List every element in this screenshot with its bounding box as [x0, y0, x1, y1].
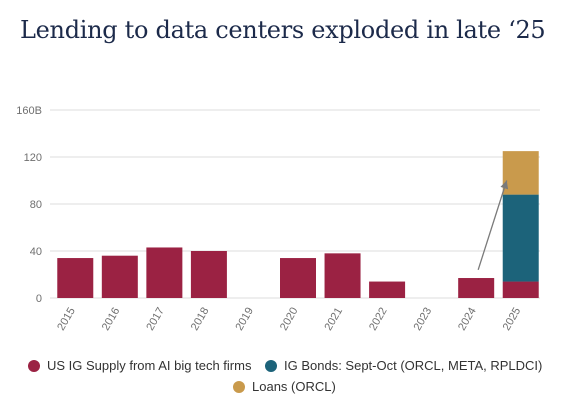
bar-2024-us-ig: [458, 278, 495, 298]
y-tick-label-120: 120: [24, 152, 42, 164]
y-tick-label-80: 80: [30, 199, 42, 211]
bar-2021-us-ig: [324, 253, 361, 298]
bars: [57, 151, 539, 298]
x-tick-label-2024: 2024: [456, 306, 479, 333]
x-tick-label-2016: 2016: [100, 306, 123, 333]
bar-2022-us-ig: [369, 281, 406, 298]
y-tick-label-0: 0: [36, 293, 42, 305]
x-tick-label-2020: 2020: [278, 306, 301, 333]
chart-title: Lending to data centers exploded in late…: [20, 16, 546, 44]
trend-arrow: [477, 180, 509, 270]
legend-swatch-us-ig: [28, 359, 40, 372]
bar-2016-us-ig: [101, 255, 138, 298]
legend-label-loans: Loans (ORCL): [252, 379, 336, 394]
x-tick-label-2025: 2025: [501, 306, 524, 333]
y-tick-label-160: 160B: [16, 105, 42, 117]
x-tick-label-2021: 2021: [323, 306, 346, 333]
bar-2018-us-ig: [190, 251, 227, 298]
y-tick-label-40: 40: [30, 246, 42, 258]
legend-swatch-ig-bonds: [265, 359, 277, 372]
legend-swatch-loans: [233, 380, 245, 393]
bar-2015-us-ig: [57, 258, 94, 298]
x-tick-label-2015: 2015: [55, 306, 78, 333]
arrow-line: [477, 180, 508, 270]
legend-item-loans: Loans (ORCL): [233, 379, 336, 394]
legend-item-us-ig: US IG Supply from AI big tech firms: [28, 358, 251, 373]
legend-label-us-ig: US IG Supply from AI big tech firms: [47, 358, 252, 373]
bar-2017-us-ig: [146, 247, 183, 298]
x-tick-label-2022: 2022: [367, 306, 390, 333]
arrow-head: [500, 180, 509, 190]
x-axis-ticks: 2015 2016 2017 2018 2019 2020 2021 2022 2023 2024…: [55, 306, 523, 333]
bar-2025-ig-bonds: [502, 194, 539, 282]
x-tick-label-2019: 2019: [233, 306, 256, 333]
x-tick-label-2018: 2018: [189, 306, 212, 333]
legend-item-ig-bonds: IG Bonds: Sept-Oct (ORCL, META, RPLDCI): [265, 358, 542, 373]
y-axis-ticks: 0 40 80 120 160B: [16, 105, 42, 305]
x-tick-label-2017: 2017: [144, 306, 167, 333]
x-tick-label-2023: 2023: [412, 306, 435, 333]
bar-2020-us-ig: [280, 258, 316, 298]
bar-2025-loans: [502, 151, 539, 195]
bar-2025-us-ig: [502, 281, 539, 298]
legend-label-ig-bonds: IG Bonds: Sept-Oct (ORCL, META, RPLDCI): [284, 358, 543, 373]
